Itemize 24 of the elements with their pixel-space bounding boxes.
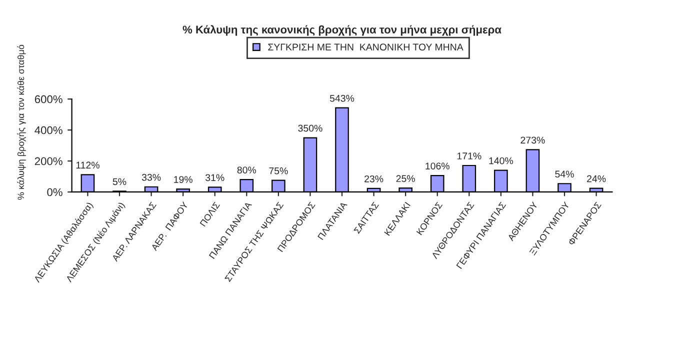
data-label: 140% xyxy=(489,157,514,164)
y-tick-label: 600% xyxy=(34,95,62,104)
data-label: 112% xyxy=(76,162,100,169)
data-label: 543% xyxy=(330,94,354,102)
data-label: 171% xyxy=(457,152,482,160)
data-label: 31% xyxy=(206,174,224,182)
y-tick-label: 0% xyxy=(47,188,62,196)
data-label: 54% xyxy=(555,170,574,178)
data-label: 106% xyxy=(426,162,450,170)
y-axis-title: % κάλυψη βροχής για τον κάθε σταθμό xyxy=(17,44,26,200)
chart-title: % Κάλυψη της κανονικής βροχής για τον μήνα μεχρι σήμερα xyxy=(182,25,502,36)
data-label: 273% xyxy=(520,136,545,144)
data-label: 33% xyxy=(142,174,161,181)
data-label: 75% xyxy=(269,167,288,174)
data-label: 19% xyxy=(174,176,192,183)
data-label: 350% xyxy=(298,124,322,132)
y-tick-label: 200% xyxy=(34,157,62,166)
data-label: 5% xyxy=(112,178,126,186)
data-label: 25% xyxy=(396,175,415,182)
legend-label: ΣΥΓΚΡΙΣΗ ΜΕ ΤΗΝ ΚΑΝΟΝΙΚΗ ΤΟΥ ΜΗΝΑ xyxy=(268,44,464,51)
data-label: 23% xyxy=(364,175,384,182)
data-label: 24% xyxy=(587,175,606,182)
y-tick-label: 400% xyxy=(34,126,62,134)
data-label: 80% xyxy=(237,166,256,174)
